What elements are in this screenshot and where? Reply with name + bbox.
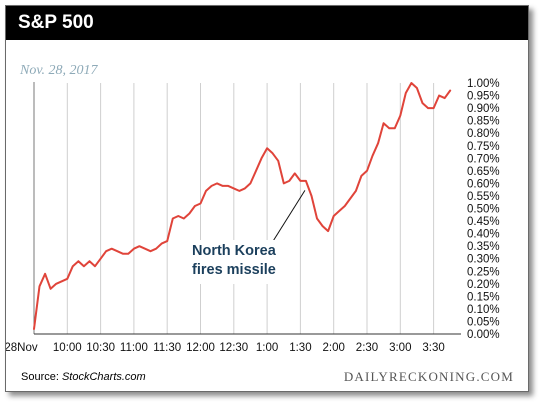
x-tick-label: 12:00	[186, 342, 215, 354]
brand-watermark: DAILYRECKONING.COM	[343, 369, 514, 384]
chart-title: S&P 500	[18, 12, 94, 33]
chart-axes	[33, 82, 461, 335]
x-tick-label: 10:30	[86, 342, 115, 354]
y-tick-label: 0.90%	[467, 103, 500, 115]
y-tick-label: 0.30%	[467, 254, 500, 266]
annotation-text: North Korea	[192, 243, 277, 259]
y-tick-label: 0.70%	[467, 153, 500, 165]
gridlines	[66, 83, 435, 334]
x-tick-label: 1:00	[256, 342, 278, 354]
x-tick-label: 2:30	[356, 342, 378, 354]
y-tick-label: 0.65%	[467, 166, 500, 178]
y-tick-label: 0.15%	[467, 291, 500, 303]
x-tick-label: 3:30	[422, 342, 444, 354]
annotation-text: fires missile	[192, 262, 276, 278]
y-tick-label: 0.45%	[467, 216, 500, 228]
x-tick-label: 2:00	[323, 342, 345, 354]
y-tick-label: 0.80%	[467, 128, 500, 140]
y-tick-label: 0.55%	[467, 191, 500, 203]
y-tick-label: 0.35%	[467, 241, 500, 253]
y-axis-tick-labels: 1.00%0.95%0.90%0.85%0.80%0.75%0.70%0.65%…	[467, 78, 500, 341]
x-tick-label: 28Nov	[6, 342, 38, 354]
source-name: StockCharts.com	[61, 371, 146, 383]
chart-card: S&P 500 Nov. 28, 2017 28Nov 10:00 10:30 11:…	[5, 5, 529, 392]
y-tick-label: 0.20%	[467, 279, 500, 291]
y-tick-label: 0.95%	[467, 91, 500, 103]
x-tick-label: 11:30	[153, 342, 181, 354]
x-tick-label: 3:00	[389, 342, 411, 354]
x-tick-label: 1:30	[289, 342, 311, 354]
series-layer	[33, 82, 452, 330]
x-tick-label: 10:00	[53, 342, 82, 354]
y-tick-label: 1.00%	[467, 78, 500, 90]
y-tick-label: 0.25%	[467, 266, 500, 278]
chart-header: S&P 500	[6, 6, 528, 40]
y-tick-label: 0.75%	[467, 141, 500, 153]
y-tick-label: 0.50%	[467, 204, 500, 216]
x-tick-label: 11:00	[120, 342, 148, 354]
y-tick-label: 0.00%	[467, 329, 500, 341]
line-chart: 28Nov 10:00 10:30 11:00 11:30 12:00 12:30 1:00 1…	[6, 78, 500, 354]
y-tick-label: 0.10%	[467, 304, 500, 316]
y-tick-label: 0.40%	[467, 229, 500, 241]
annotation-pointer	[269, 190, 306, 247]
source-credit: Source: StockCharts.com	[21, 371, 146, 383]
x-tick-label: 12:30	[219, 342, 248, 354]
series-line	[33, 82, 452, 330]
source-prefix: Source:	[21, 371, 62, 383]
y-tick-label: 0.85%	[467, 116, 500, 128]
chart-date: Nov. 28, 2017	[20, 63, 98, 78]
y-tick-label: 0.60%	[467, 178, 500, 190]
annotation-layer: North Korea fires missile	[190, 190, 306, 284]
annotation-box	[190, 240, 282, 284]
y-tick-label: 0.05%	[467, 316, 500, 328]
x-axis-tick-labels: 28Nov 10:00 10:30 11:00 11:30 12:00 12:30 1:00 1…	[6, 342, 445, 354]
